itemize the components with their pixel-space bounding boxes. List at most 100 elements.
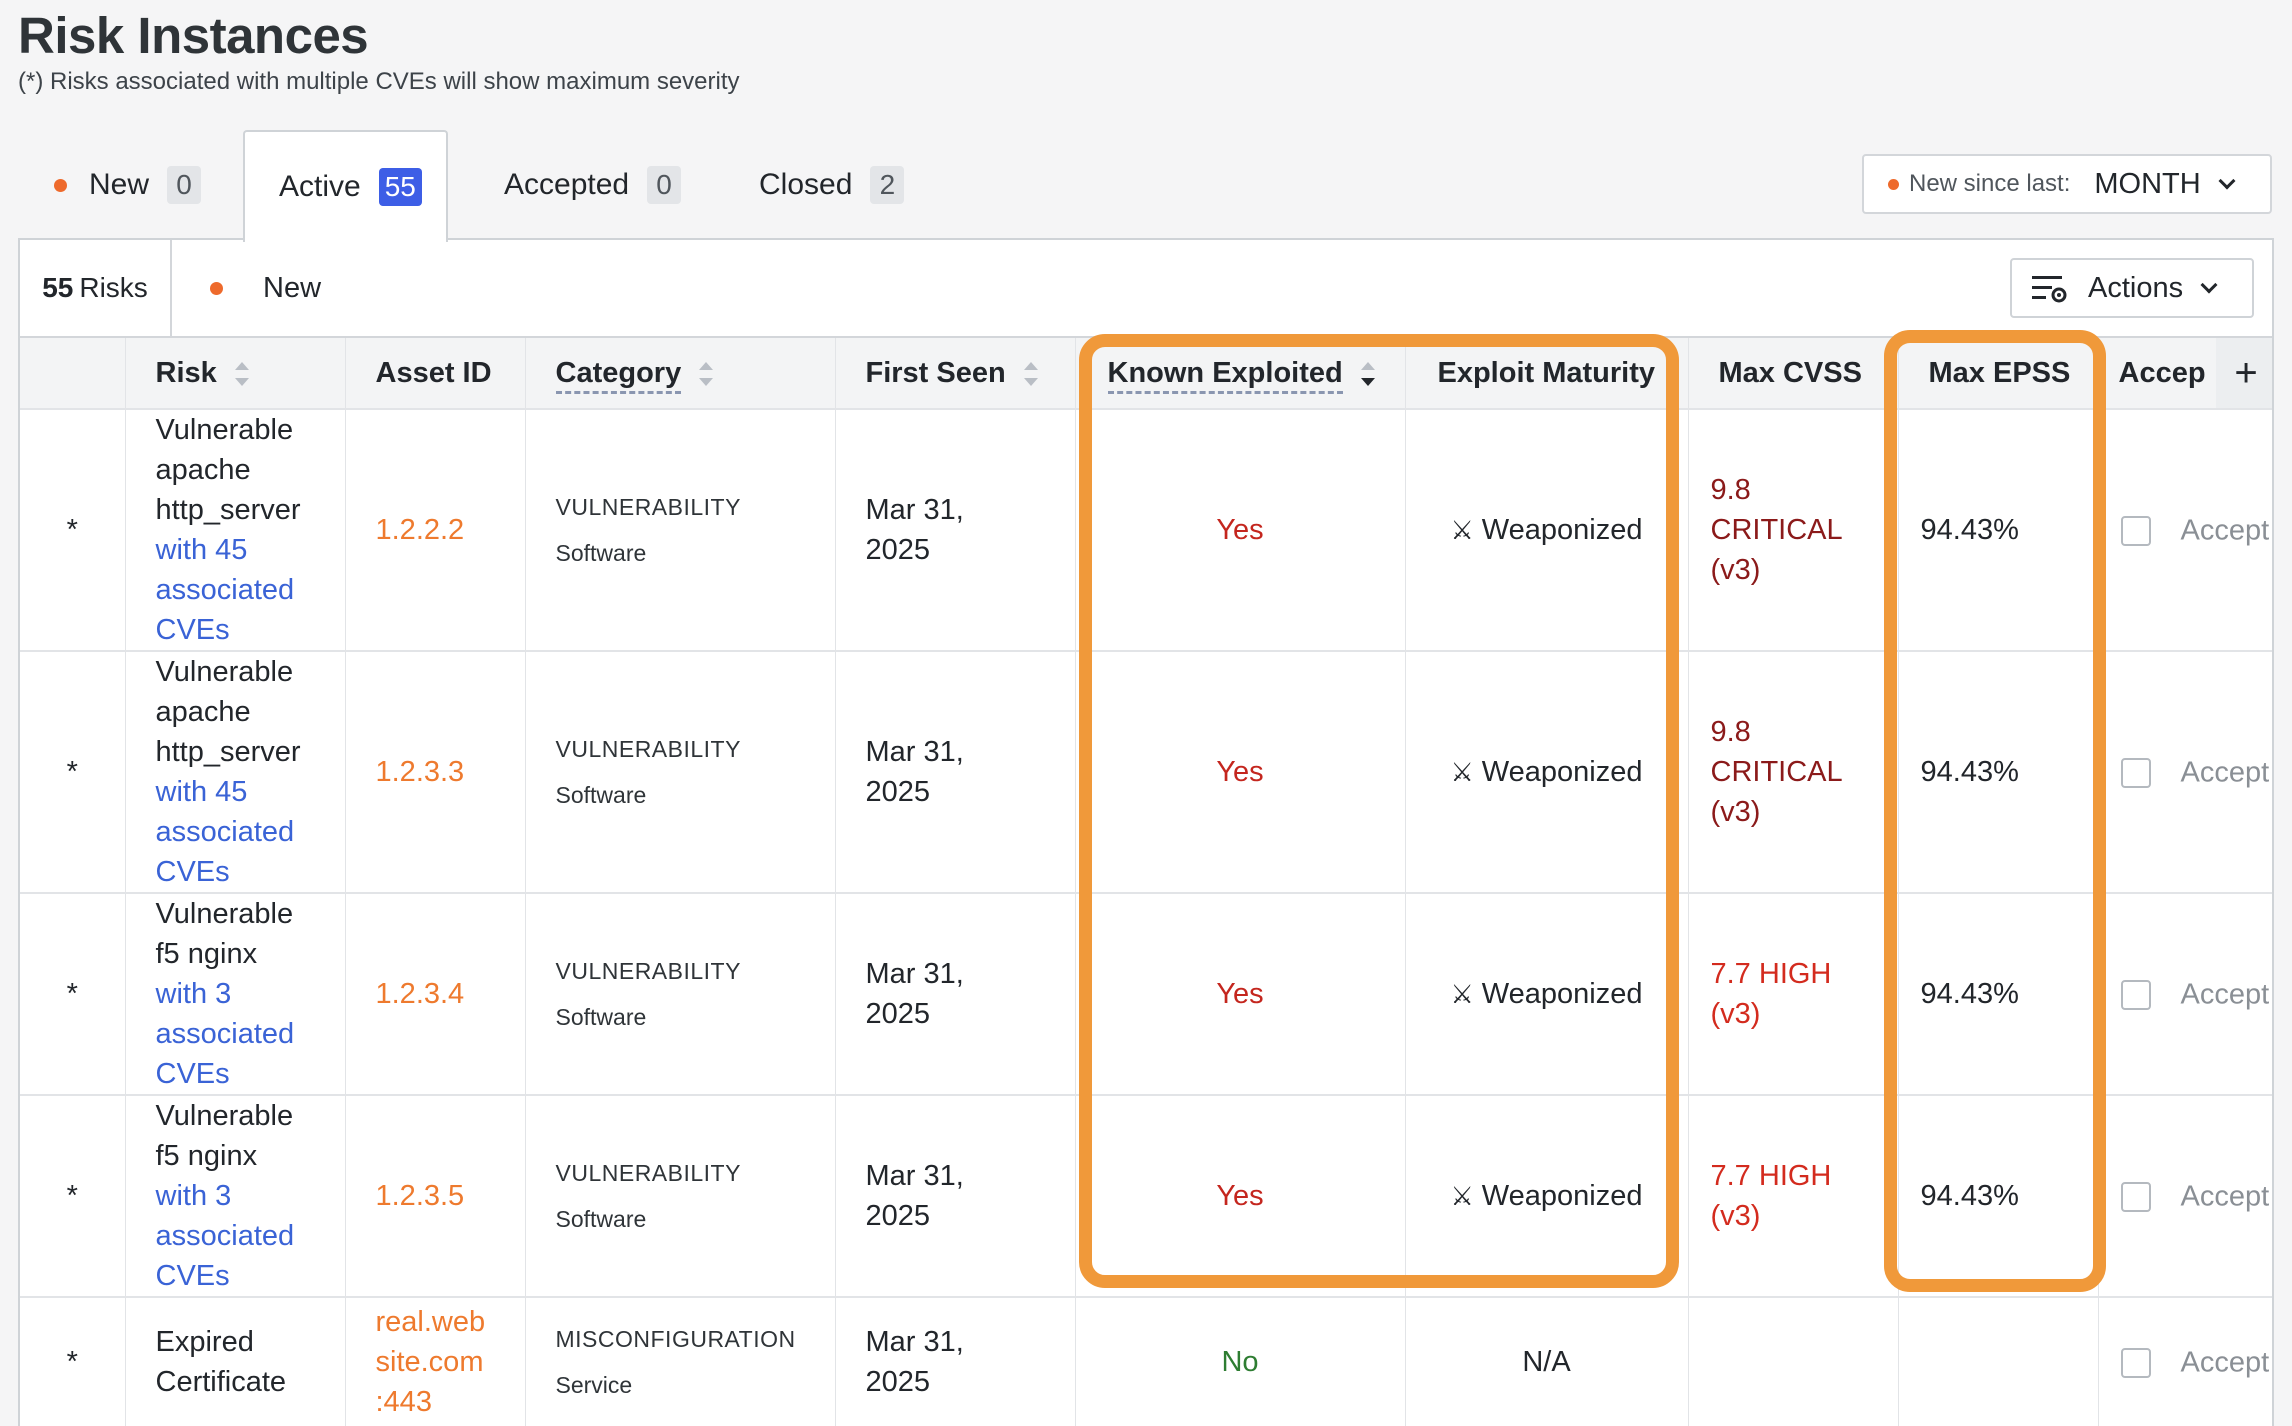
max-cvss-line: CRITICAL <box>1710 514 1843 546</box>
severity-star: * <box>66 978 78 1010</box>
accept-label: Accept <box>2180 1346 2270 1379</box>
max-epss-cell: 94.43% <box>1898 409 2099 652</box>
max-cvss-line: CRITICAL <box>1710 756 1843 788</box>
actions-button[interactable]: Actions <box>2010 258 2254 318</box>
category-label: VULNERABILITY <box>555 494 741 520</box>
tab-active[interactable]: Active 55 <box>243 130 448 242</box>
associated-cves-link[interactable]: associated <box>155 1018 295 1050</box>
filter-new-toggle[interactable]: New <box>210 240 321 336</box>
subcategory-label: Software <box>555 540 647 566</box>
exploit-maturity-value: N/A <box>1522 1346 1571 1378</box>
associated-cves-link[interactable]: with 45 <box>155 776 248 808</box>
associated-cves-link[interactable]: associated <box>155 1220 295 1252</box>
tab-active-count: 55 <box>378 168 422 206</box>
associated-cves-link[interactable]: CVEs <box>155 856 230 888</box>
asset-id-link[interactable]: 1.2.2.2 <box>375 514 465 546</box>
first-seen-line: Mar 31, <box>865 958 964 990</box>
asset-id-link[interactable]: 1.2.3.4 <box>375 978 465 1010</box>
risk-cell: Vulnerable f5 nginx with 3 associated CVEs <box>125 1095 346 1298</box>
max-cvss-cell: 7.7 HIGH (v3) <box>1688 1095 1899 1298</box>
asset-id-link[interactable]: :443 <box>375 1386 432 1418</box>
exploit-maturity-cell: ⚔ Weaponized <box>1405 651 1689 894</box>
associated-cves-link[interactable]: with 45 <box>155 534 248 566</box>
risk-count-label: Risks <box>79 272 148 303</box>
header-known-exploited[interactable]: Known Exploited <box>1075 336 1406 410</box>
header-first-seen-label: First Seen <box>865 356 1006 389</box>
header-risk[interactable]: Risk <box>125 336 346 410</box>
accept-checkbox[interactable] <box>2120 757 2151 788</box>
crossed-swords-icon: ⚔ <box>1450 515 1474 545</box>
accept-checkbox[interactable] <box>2120 515 2151 546</box>
associated-cves-link[interactable]: with 3 <box>155 1180 232 1212</box>
tab-new[interactable]: New 0 <box>54 130 202 240</box>
table-row[interactable]: * Vulnerable apache http_server with 45 asso… <box>20 409 2272 652</box>
table-row[interactable]: * Vulnerable apache http_server with 45 asso… <box>20 651 2272 894</box>
new-since-select[interactable]: New since last: MONTH <box>1862 154 2272 214</box>
accept-label: Accept <box>2180 1180 2270 1213</box>
max-epss-cell: 94.43% <box>1898 893 2099 1096</box>
table-row[interactable]: * Vulnerable f5 nginx with 3 associated CVEs… <box>20 1095 2272 1298</box>
known-exploited-value: Yes <box>1216 1180 1264 1212</box>
category-label: MISCONFIGURATION <box>555 1326 796 1352</box>
asset-id-link[interactable]: 1.2.3.5 <box>375 1180 465 1212</box>
sort-icon[interactable] <box>699 360 714 388</box>
associated-cves-link[interactable]: CVEs <box>155 1260 230 1292</box>
category-label: VULNERABILITY <box>555 1160 741 1186</box>
associated-cves-link[interactable]: associated <box>155 816 295 848</box>
risk-name-line: http_server <box>155 494 301 526</box>
max-cvss-cell <box>1688 1297 1899 1426</box>
category-cell: VULNERABILITY Software <box>525 893 836 1096</box>
filter-new-label: New <box>263 271 322 304</box>
exploit-maturity-value: Weaponized <box>1481 1180 1643 1212</box>
add-column-button[interactable]: + <box>2216 336 2272 408</box>
tab-new-label: New <box>89 168 150 201</box>
risk-name-line: Vulnerable <box>155 1100 294 1132</box>
sort-desc-icon[interactable] <box>1360 360 1375 388</box>
table-row[interactable]: * Vulnerable f5 nginx with 3 associated CVEs… <box>20 893 2272 1096</box>
associated-cves-link[interactable]: CVEs <box>155 1058 230 1090</box>
risk-cell: Expired Certificate <box>125 1297 346 1426</box>
associated-cves-link[interactable]: CVEs <box>155 614 230 646</box>
accept-checkbox[interactable] <box>2120 1181 2151 1212</box>
tab-closed[interactable]: Closed 2 <box>759 130 905 240</box>
max-cvss-line: 9.8 <box>1710 716 1751 748</box>
max-epss-cell <box>1898 1297 2099 1426</box>
exploit-maturity-cell: ⚔ Weaponized <box>1405 1095 1689 1298</box>
asset-id-link[interactable]: 1.2.3.3 <box>375 756 465 788</box>
max-epss-cell: 94.43% <box>1898 1095 2099 1298</box>
associated-cves-link[interactable]: with 3 <box>155 978 232 1010</box>
row-star-cell: * <box>20 1297 126 1426</box>
asset-id-link[interactable]: real.web <box>375 1306 486 1338</box>
associated-cves-link[interactable]: associated <box>155 574 295 606</box>
header-category[interactable]: Category <box>525 336 836 410</box>
header-exploit-maturity-label: Exploit Maturity <box>1437 356 1656 389</box>
header-asset-id: Asset ID <box>345 336 526 410</box>
asset-id-link[interactable]: site.com <box>375 1346 484 1378</box>
first-seen-line: Mar 31, <box>865 494 964 526</box>
tab-accepted-label: Accepted <box>504 168 630 201</box>
asset-id-cell: 1.2.2.2 <box>345 409 526 652</box>
known-exploited-cell: Yes <box>1075 651 1406 894</box>
header-first-seen[interactable]: First Seen <box>835 336 1076 410</box>
max-epss-cell: 94.43% <box>1898 651 2099 894</box>
tab-accepted[interactable]: Accepted 0 <box>504 130 682 240</box>
accept-checkbox[interactable] <box>2120 979 2151 1010</box>
accept-checkbox[interactable] <box>2120 1347 2151 1378</box>
risk-name-line: f5 nginx <box>155 938 258 970</box>
plus-icon: + <box>2234 350 2258 395</box>
risk-cell: Vulnerable apache http_server with 45 associ… <box>125 409 346 652</box>
severity-star: * <box>66 1346 78 1378</box>
table-row[interactable]: * Expired Certificate real.web site.com :44… <box>20 1297 2272 1426</box>
sort-icon[interactable] <box>1023 360 1038 388</box>
exploit-maturity-value: Weaponized <box>1481 514 1643 546</box>
new-dot-icon <box>54 178 67 192</box>
table-toolbar: 55 Risks New Actions <box>20 240 2272 336</box>
first-seen-line: 2025 <box>865 1366 931 1398</box>
crossed-swords-icon: ⚔ <box>1450 1181 1474 1211</box>
risk-count-number: 55 <box>42 272 74 303</box>
asset-id-cell: 1.2.3.3 <box>345 651 526 894</box>
header-exploit-maturity: Exploit Maturity <box>1405 336 1689 410</box>
subcategory-label: Service <box>555 1372 633 1398</box>
sort-icon[interactable] <box>234 360 249 388</box>
known-exploited-cell: Yes <box>1075 893 1406 1096</box>
